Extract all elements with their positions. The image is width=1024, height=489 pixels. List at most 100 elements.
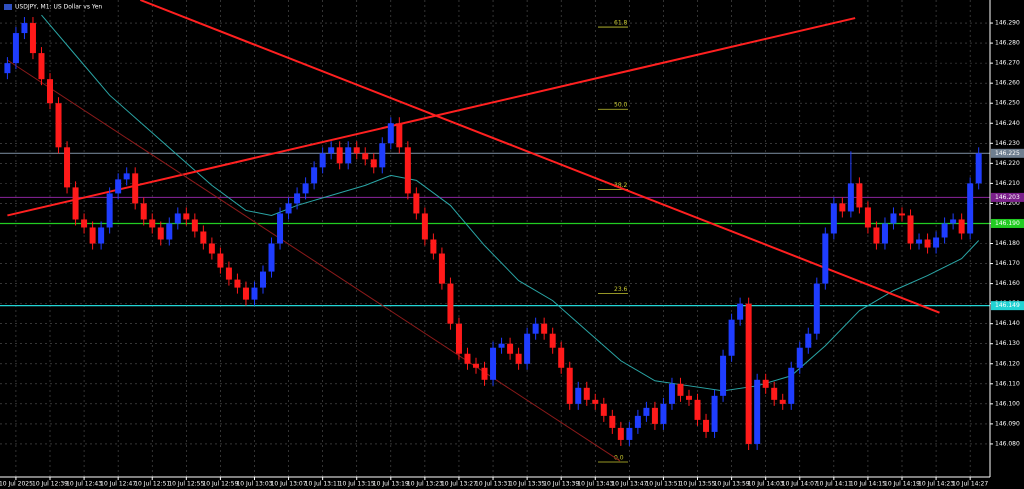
price-tag-label: 146.203 — [995, 194, 1020, 201]
candle-body — [703, 419, 710, 432]
candle-body — [55, 103, 62, 148]
candle-body — [839, 203, 846, 212]
candle-body — [81, 219, 88, 228]
candle-body — [302, 183, 309, 194]
candle-body — [634, 415, 641, 428]
candle-body — [617, 427, 624, 440]
candle-body — [328, 147, 335, 154]
trendline — [7, 17, 856, 217]
candle-body — [856, 183, 863, 208]
candle-body — [319, 153, 326, 168]
candle-body — [830, 203, 837, 234]
candle-body — [754, 379, 761, 444]
candle-body — [899, 213, 905, 216]
candle-body — [694, 399, 701, 420]
candle-body — [532, 323, 539, 334]
candle-body — [12, 33, 19, 64]
y-tick-label: 146.080 — [995, 440, 1020, 447]
candle-body — [260, 271, 266, 288]
candle-body — [864, 207, 871, 228]
candle-body — [907, 215, 914, 244]
trendline — [139, 0, 940, 314]
candle-body — [353, 147, 360, 154]
y-tick-label: 146.160 — [995, 280, 1020, 287]
price-tag-label: 146.149 — [995, 302, 1020, 309]
candle-body — [464, 353, 471, 364]
candle-body — [583, 387, 590, 400]
price-tag — [991, 301, 1024, 311]
candle-body — [277, 213, 284, 244]
candle-body — [4, 63, 11, 74]
candle-body — [950, 219, 957, 224]
candle-body — [737, 303, 744, 320]
candle-body — [234, 279, 241, 288]
x-tick-label: 10 Jul 13:39 — [543, 481, 579, 488]
candle-body — [123, 173, 130, 180]
candle-body — [379, 143, 386, 168]
candle-body — [174, 213, 181, 224]
candle-body — [651, 407, 658, 424]
x-tick-label: 10 Jul 13:59 — [714, 481, 750, 488]
price-tag — [991, 148, 1024, 158]
x-tick-label: 10 Jul 13:43 — [577, 481, 613, 488]
x-tick-label: 10 Jul 12:59 — [202, 481, 238, 488]
candle-body — [592, 399, 599, 404]
candle-body — [958, 219, 965, 234]
candle-body — [916, 239, 923, 244]
candle-body — [64, 147, 71, 188]
candle-body — [89, 227, 96, 244]
x-tick-label: 10 Jul 14:11 — [816, 481, 852, 488]
candle-body — [762, 379, 769, 388]
chart-title: USDJPY, M1: US Dollar vs Yen — [15, 4, 102, 11]
candle-body — [336, 147, 343, 164]
candle-body — [430, 239, 437, 254]
x-tick-label: 10 Jul 13:23 — [407, 481, 443, 488]
x-tick-label: 10 Jul 13:51 — [645, 481, 681, 488]
y-tick-label: 146.250 — [995, 100, 1020, 107]
y-tick-label: 146.110 — [995, 380, 1020, 387]
candle-body — [941, 223, 948, 238]
candle-body — [166, 223, 173, 240]
candle-body — [507, 343, 514, 354]
y-tick-label: 146.180 — [995, 240, 1020, 247]
x-tick-label: 10 Jul 13:07 — [271, 481, 307, 488]
fib-label: 23.6 — [614, 286, 628, 293]
x-tick-label: 10 Jul 13:35 — [509, 481, 545, 488]
moving-average — [41, 14, 980, 392]
candle-body — [217, 253, 224, 268]
candle-body — [515, 353, 522, 364]
candle-body — [132, 173, 139, 204]
candle-body — [157, 227, 164, 240]
candle-body — [200, 231, 207, 244]
candle-body — [524, 333, 531, 364]
candle-body — [455, 323, 462, 354]
y-tick-label: 146.090 — [995, 420, 1020, 427]
candle-body — [490, 347, 497, 380]
y-tick-label: 146.280 — [995, 40, 1020, 47]
price-tag — [991, 192, 1024, 202]
x-tick-label: 10 Jul 2025 — [0, 481, 33, 488]
x-tick-label: 10 Jul 12:55 — [168, 481, 204, 488]
y-tick-label: 146.210 — [995, 180, 1020, 187]
fib-label: 38.2 — [614, 182, 628, 189]
trendline — [7, 59, 621, 462]
candle-body — [660, 403, 667, 424]
candle-body — [933, 237, 940, 248]
x-tick-label: 10 Jul 13:11 — [305, 481, 341, 488]
y-tick-label: 146.200 — [995, 200, 1020, 207]
candle-body — [47, 79, 53, 104]
x-tick-label: 10 Jul 13:47 — [611, 481, 647, 488]
price-tag-label: 146.190 — [995, 220, 1020, 227]
candle-body — [541, 323, 548, 334]
candle-body — [498, 343, 505, 348]
y-tick-label: 146.100 — [995, 400, 1020, 407]
x-tick-label: 10 Jul 13:03 — [236, 481, 272, 488]
candle-body — [115, 179, 122, 194]
candle-body — [473, 363, 479, 368]
candle-body — [967, 183, 974, 234]
y-tick-label: 146.140 — [995, 320, 1020, 327]
candle-body — [626, 427, 633, 440]
candle-body — [268, 243, 275, 272]
candle-body — [404, 147, 411, 194]
